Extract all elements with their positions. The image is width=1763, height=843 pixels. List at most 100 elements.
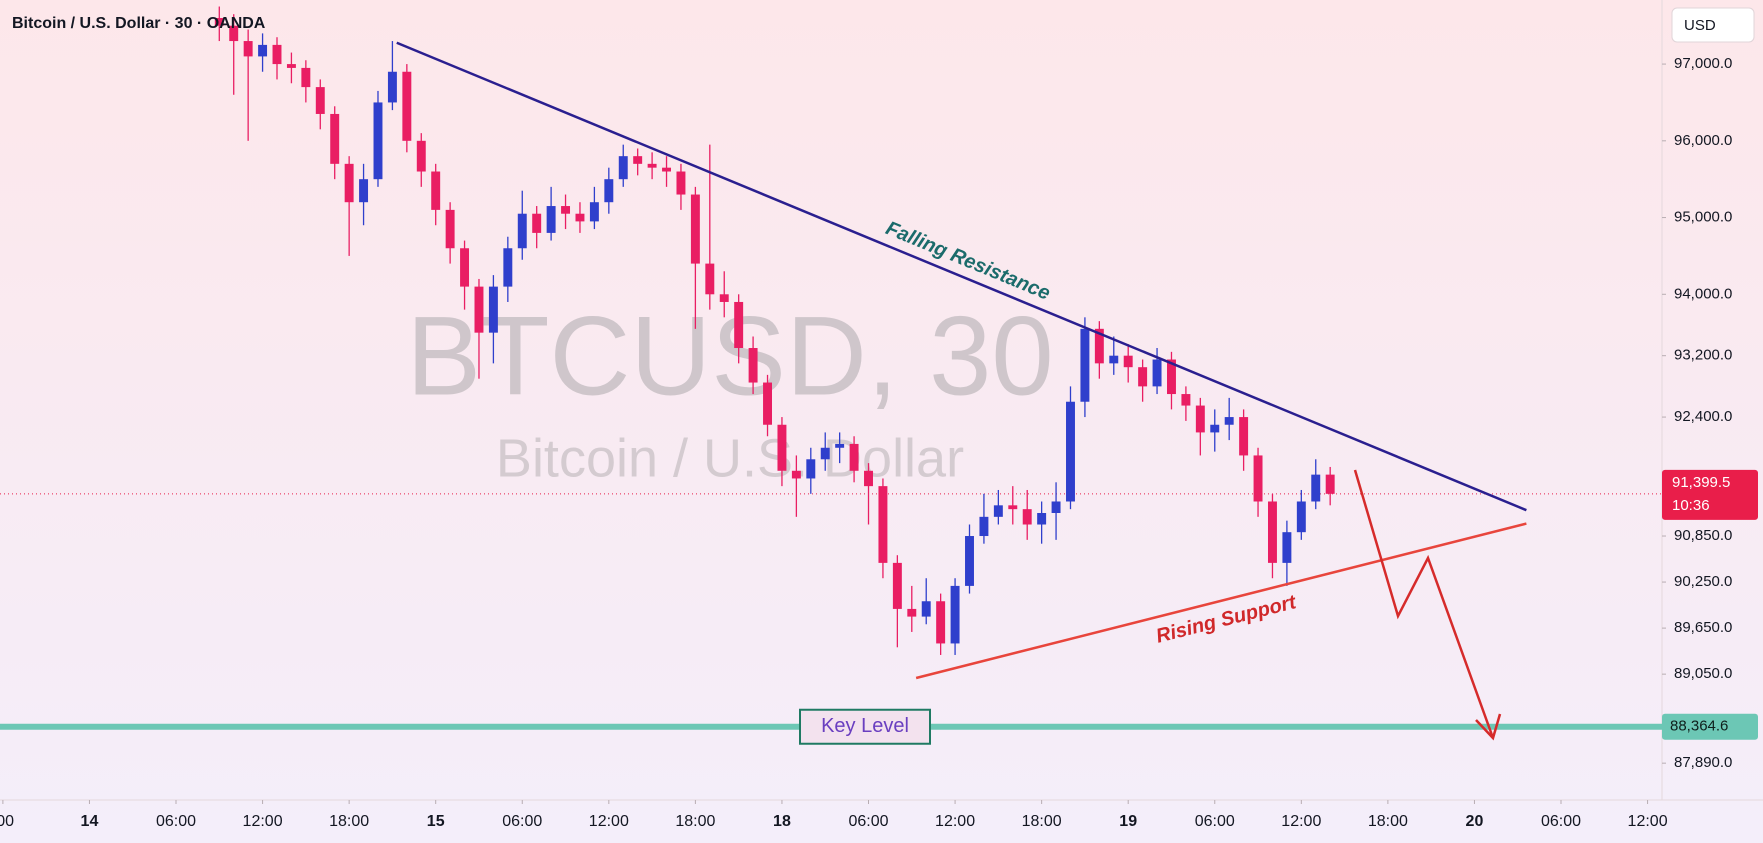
header: Bitcoin / U.S. Dollar · 30 · OANDA [12,15,266,32]
projection-arrow [1353,469,1495,739]
y-tick-label: 93,200.0 [1674,347,1732,364]
candle-body [835,443,845,448]
candle-body [921,601,931,617]
key-level-box [799,708,931,745]
candle-body [229,25,239,42]
watermark: BTCUSD, 30 [406,294,1053,419]
candle-body [993,505,1003,517]
x-tick-label: 18 [773,813,791,830]
x-tick-label: 18:00 [675,813,715,830]
candle-body [1008,505,1018,510]
candle-body [1094,328,1104,364]
candle-body [330,113,340,164]
candle-body [1210,424,1220,433]
x-tick-label: 20 [1466,813,1484,830]
candle-body [849,443,859,471]
trendline [396,41,1527,512]
candle-body [777,424,787,471]
x-tick-label: 14 [81,813,99,830]
candle-body [1051,501,1061,513]
candle-body [1267,501,1277,563]
candle-body [546,206,556,233]
y-tick-label: 95,000.0 [1674,209,1732,226]
candle-body [676,171,686,195]
key-level-tag-label: 88,364.6 [1670,718,1728,735]
trendline [915,522,1527,680]
candle-body [359,179,369,203]
x-tick-label: 06:00 [156,813,196,830]
x-tick-label: 06:00 [1541,813,1581,830]
x-tick-label: 19 [1119,813,1137,830]
candle-body [864,470,873,487]
candle-body [460,248,470,287]
candle-body [647,163,657,168]
candle-body [1181,394,1191,406]
candle-body [532,213,542,233]
x-tick-label: 06:00 [1195,813,1235,830]
candle-body [1325,474,1335,494]
y-tick-label: 92,400.0 [1674,408,1732,425]
candle-body [979,516,989,537]
candle-body [907,608,917,617]
candle-body [589,202,599,222]
currency: USD [1684,17,1716,34]
candle-body [373,102,383,180]
candle-body [1138,367,1148,387]
candle-body [488,286,498,333]
candle-body [431,171,441,210]
y-tick-label: 89,650.0 [1674,619,1732,636]
candle-body [1282,532,1292,563]
candle-body [561,206,571,214]
candle-body [474,286,484,333]
candle-body [763,382,772,425]
candle-body [950,585,960,644]
candle-body [344,163,354,203]
x-tick-label: 12:00 [1628,813,1668,830]
candle-body [734,301,744,349]
candle-body [878,486,888,563]
candle-body [1066,401,1075,502]
y-tick-label: 90,850.0 [1674,527,1732,544]
y-tick-label: 89,050.0 [1674,665,1732,682]
candle-body [936,601,946,644]
x-tick-label: 18:00 [1368,813,1408,830]
candle-body [1109,355,1119,364]
candle-body [719,294,729,302]
x-tick-label: 12:00 [935,813,975,830]
candle-body [806,459,816,479]
candle-body [633,156,643,164]
candle-body [1239,417,1249,456]
candle-body [301,67,311,88]
key-level-tag [1662,713,1758,740]
candle-body [1167,359,1176,395]
currency-button[interactable] [1671,7,1755,43]
x-tick-label: 06:00 [848,813,888,830]
y-tick-label: 97,000.0 [1674,55,1732,72]
candle-body [272,44,282,65]
candle-body [517,213,527,249]
candle-body [1253,455,1263,502]
candle-body [214,18,224,26]
candle-body [1224,417,1234,425]
candle-body [1080,328,1090,402]
candle-body [690,194,700,264]
candle-body [445,209,455,249]
x-tick-label: :00 [0,813,14,830]
candle-body [662,167,672,172]
x-tick-label: 18:00 [1022,813,1062,830]
candle-body [575,213,585,222]
candle-body [416,140,426,172]
candle-body [402,71,412,141]
candle-body [258,44,268,57]
y-tick-label: 87,890.0 [1674,754,1732,771]
x-tick-label: 15 [427,813,445,830]
watermark-subtitle: Bitcoin / U.S. Dollar [496,428,964,488]
candle-body [748,348,758,383]
arrow-head [1475,713,1502,741]
candle-body [1296,501,1306,533]
countdown-label: 10:36 [1672,497,1710,514]
candle-body [604,179,614,203]
candle-body [965,536,974,586]
